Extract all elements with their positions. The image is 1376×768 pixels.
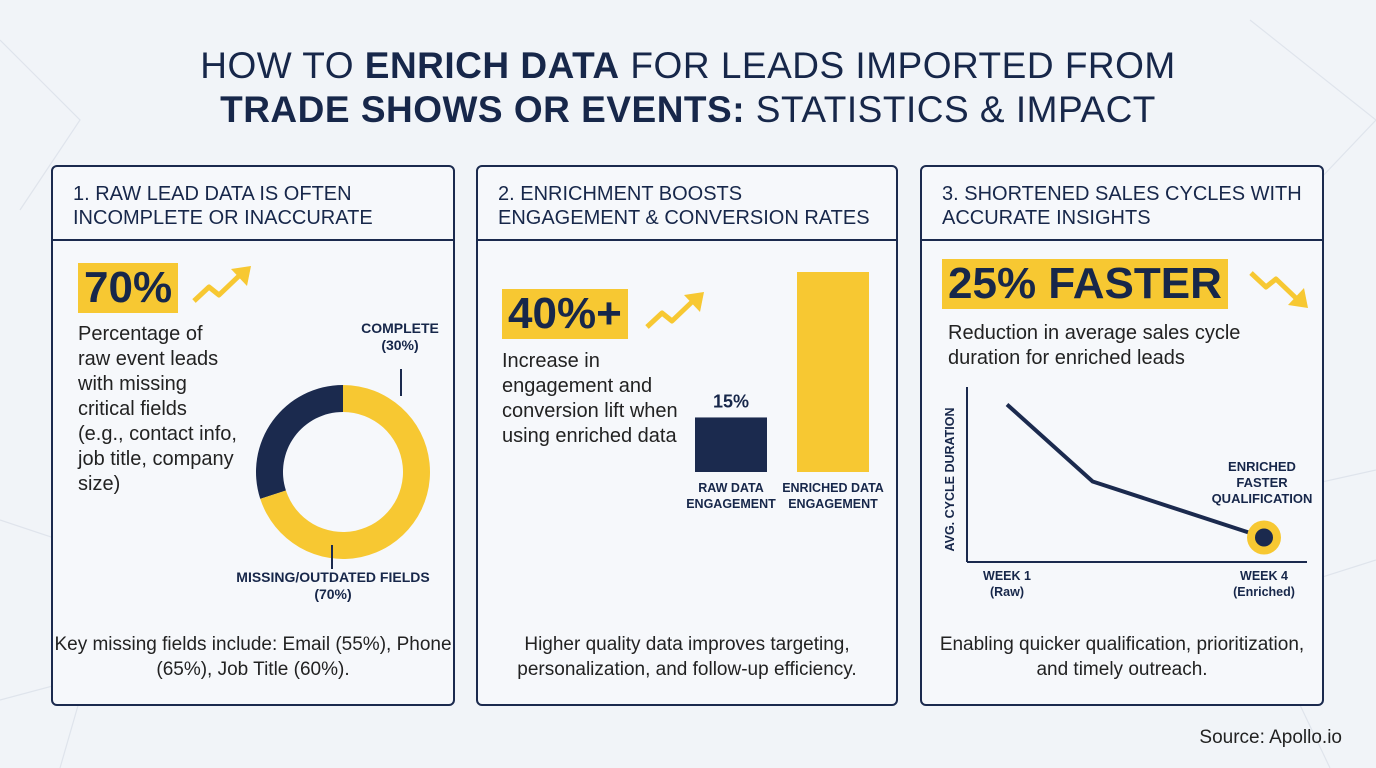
cycle-duration-line (1005, 403, 1265, 540)
panel-1-description: Percentage of raw event leads with missi… (78, 323, 237, 495)
bar-category-label: ENRICHED DATA (782, 481, 884, 495)
x-tick-label: WEEK 4 (1240, 569, 1288, 583)
page-title: HOW TO ENRICH DATA FOR LEADS IMPORTED FR… (200, 45, 1176, 130)
highlight-point (1255, 528, 1273, 547)
donut-chart (256, 369, 430, 569)
x-tick-sublabel: (Raw) (990, 585, 1024, 599)
panel-2-big-stat: 40%+ (502, 289, 628, 339)
panel-2-footer: Higher quality data improves targeting, … (517, 634, 857, 680)
bar-category-label: ENGAGEMENT (788, 497, 878, 511)
panel-1-big-stat: 70% (78, 263, 179, 313)
bar-category-label: RAW DATA (698, 481, 764, 495)
x-tick-label: WEEK 1 (983, 569, 1031, 583)
donut-slice-complete (256, 385, 343, 499)
donut-slice-missing (260, 385, 430, 559)
source-credit: Source: Apollo.io (1199, 727, 1342, 748)
bar-value-label: 55% (815, 262, 851, 266)
trend-down-arrow-icon (1249, 271, 1308, 308)
y-axis-label: AVG. CYCLE DURATION (943, 408, 957, 552)
trend-up-arrow-icon (645, 292, 704, 329)
x-tick-sublabel: (Enriched) (1233, 585, 1295, 599)
panel-1-heading: 1. RAW LEAD DATA IS OFTEN INCOMPLETE OR … (53, 167, 453, 241)
panel-3-description: Reduction in average sales cycle duratio… (948, 322, 1241, 369)
line-chart-annotation: ENRICHED FASTER QUALIFICATION (1211, 459, 1313, 506)
bar-raw (695, 417, 767, 472)
panel-1-footer: Key missing fields include: Email (55%),… (54, 634, 452, 680)
bar-chart: 15% RAW DATA ENGAGEMENT 55% ENRICHED DATA ENG… (686, 262, 884, 511)
bar-value-label: 15% (713, 391, 749, 411)
panel-raw-lead-data: 1. RAW LEAD DATA IS OFTEN INCOMPLETE OR … (51, 165, 455, 706)
line-chart: AVG. CYCLE DURATION WEEK 1 (Raw) WEEK 4 (Enr… (943, 387, 1307, 599)
donut-label-missing: MISSING/OUTDATED FIELDS (70%) (236, 569, 430, 602)
bar-category-label: ENGAGEMENT (686, 497, 776, 511)
panel-2-description: Increase in engagement and conversion li… (502, 350, 678, 447)
panel-3-big-stat: 25% FASTER (942, 259, 1228, 309)
panel-2-heading: 2. ENRICHMENT BOOSTS ENGAGEMENT & CONVER… (478, 167, 896, 241)
donut-label-complete: COMPLETE (30%) (361, 320, 439, 353)
panel-shortened-sales-cycles: 3. SHORTENED SALES CYCLES WITH ACCURATE … (920, 165, 1324, 706)
bar-enriched (797, 272, 869, 472)
panel-3-footer: Enabling quicker qualification, prioriti… (939, 634, 1305, 680)
trend-up-arrow-icon (192, 266, 251, 303)
panel-3-heading: 3. SHORTENED SALES CYCLES WITH ACCURATE … (922, 167, 1322, 241)
panel-enrichment-boost: 2. ENRICHMENT BOOSTS ENGAGEMENT & CONVER… (476, 165, 898, 706)
